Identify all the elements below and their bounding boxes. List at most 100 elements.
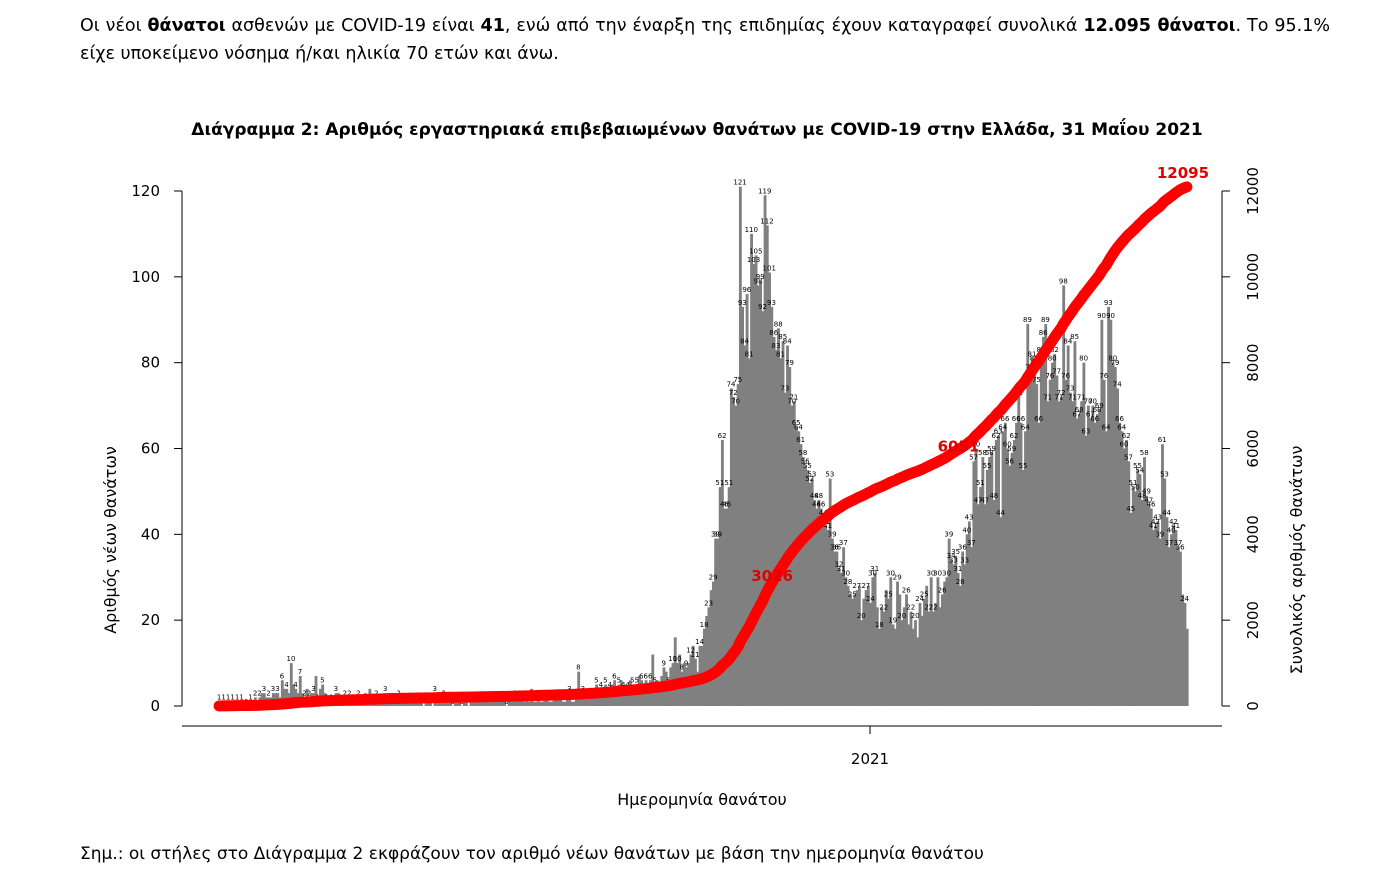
daily-deaths-bar [891, 624, 895, 706]
bar-value-label: 2 [307, 689, 311, 697]
daily-deaths-bar [848, 594, 852, 706]
daily-deaths-bar [1082, 362, 1086, 706]
bar-value-label: 24 [866, 595, 875, 603]
bar-value-label: 53 [825, 471, 834, 479]
bar-value-label: 86 [769, 329, 778, 337]
bar-value-label: 20 [897, 612, 906, 620]
bar-value-label: 58 [1140, 449, 1149, 457]
bar-value-label: 24 [1180, 595, 1189, 603]
bar-value-label: 56 [801, 458, 810, 466]
daily-deaths-bar [1116, 388, 1119, 706]
daily-deaths-bar [592, 693, 596, 707]
daily-deaths-bar [875, 607, 879, 706]
bar-value-label: 6 [639, 672, 644, 680]
daily-deaths-bar [963, 564, 967, 707]
bar-value-label: 66 [1090, 415, 1099, 423]
bar-value-label: 55 [983, 462, 992, 470]
daily-deaths-bar [920, 615, 924, 707]
bar-value-label: 5 [320, 677, 324, 685]
daily-deaths-bar [548, 701, 551, 706]
daily-deaths-bar [536, 697, 540, 706]
bar-value-label: 52 [805, 475, 814, 483]
daily-deaths-bar [539, 701, 542, 706]
bar-value-label: 66 [1115, 415, 1124, 423]
daily-deaths-bar [447, 701, 450, 706]
daily-deaths-bar [914, 620, 917, 706]
daily-deaths-bar [916, 637, 920, 706]
daily-deaths-bar [817, 500, 821, 706]
daily-deaths-bar [570, 701, 574, 706]
intro-text-3: , ενώ από την έναρξη της επιδημίας έχουν… [504, 16, 1084, 36]
daily-deaths-bar [736, 384, 740, 707]
bar-value-label: 26 [902, 586, 911, 594]
bar-value-label: 39 [1155, 531, 1164, 539]
daily-deaths-bar [1161, 444, 1164, 706]
bar-value-label: 31 [870, 565, 879, 573]
daily-deaths-bar [420, 701, 423, 706]
bar-value-label: 18 [700, 621, 709, 629]
daily-deaths-bar [824, 525, 828, 706]
daily-deaths-bar [527, 701, 531, 706]
daily-deaths-bar [622, 688, 626, 706]
bar-value-label: 80 [1079, 355, 1088, 363]
bar-value-label: 51 [724, 479, 733, 487]
bar-value-label: 71 [1043, 393, 1052, 401]
daily-deaths-bar [999, 517, 1003, 706]
daily-deaths-bar [552, 697, 556, 706]
bar-value-label: 76 [1061, 372, 1070, 380]
daily-deaths-bar [983, 504, 987, 706]
bar-value-label: 62 [1010, 432, 1019, 440]
daily-deaths-bar [815, 508, 819, 706]
daily-deaths-bar [487, 701, 491, 706]
daily-deaths-bar [1035, 384, 1039, 707]
daily-deaths-bar [1010, 452, 1014, 706]
daily-deaths-bar [1001, 431, 1005, 706]
daily-deaths-bar [509, 701, 513, 706]
bar-value-label: 37 [1164, 539, 1173, 547]
daily-deaths-bar [958, 585, 962, 706]
bar-value-label: 58 [985, 449, 994, 457]
bar-value-label: 3 [262, 685, 266, 693]
daily-deaths-bar [1145, 495, 1149, 706]
daily-deaths-bar [911, 628, 915, 706]
daily-deaths-bar [896, 581, 899, 706]
daily-deaths-bar [732, 397, 736, 706]
bar-value-label: 36 [1176, 544, 1185, 552]
bar-value-label: 22 [929, 604, 938, 612]
daily-deaths-bar [819, 508, 823, 706]
bar-value-label: 47 [1144, 496, 1153, 504]
bar-value-label: 2 [302, 689, 306, 697]
daily-deaths-bar [667, 684, 670, 706]
daily-deaths-bar [1098, 409, 1102, 707]
bar-value-label: 34 [947, 552, 956, 560]
daily-deaths-bar [1064, 379, 1068, 706]
daily-deaths-bar [756, 285, 760, 706]
intro-new-deaths-count: 41 [480, 16, 505, 36]
bar-value-label: 90 [1106, 312, 1115, 320]
bar-value-label: 90 [1097, 312, 1106, 320]
daily-deaths-bar [494, 701, 498, 706]
bar-value-label: 71 [1054, 393, 1063, 401]
bar-value-label: 5 [594, 677, 598, 685]
bar-value-label: 82 [1050, 346, 1059, 354]
bar-value-label: 11 [691, 651, 700, 659]
daily-deaths-bar [880, 607, 884, 706]
bar-value-label: 7 [298, 668, 302, 676]
daily-deaths-bar [768, 272, 771, 706]
daily-deaths-bar [965, 534, 969, 706]
daily-deaths-bar [855, 590, 859, 707]
daily-deaths-bar [500, 701, 504, 706]
daily-deaths-bar [314, 675, 318, 706]
bar-value-label: 71 [789, 393, 798, 401]
daily-deaths-bar [788, 366, 792, 706]
daily-deaths-bar [808, 482, 812, 706]
daily-deaths-bar [752, 263, 756, 706]
daily-deaths-bar [444, 701, 448, 706]
y-tick-label: 20 [141, 611, 160, 629]
daily-deaths-bar [938, 607, 942, 706]
daily-deaths-bar [579, 697, 583, 706]
daily-deaths-bar [1039, 354, 1043, 706]
bar-value-label: 43 [965, 513, 974, 521]
bar-value-label: 48 [989, 492, 998, 500]
daily-deaths-bar [1167, 547, 1171, 706]
